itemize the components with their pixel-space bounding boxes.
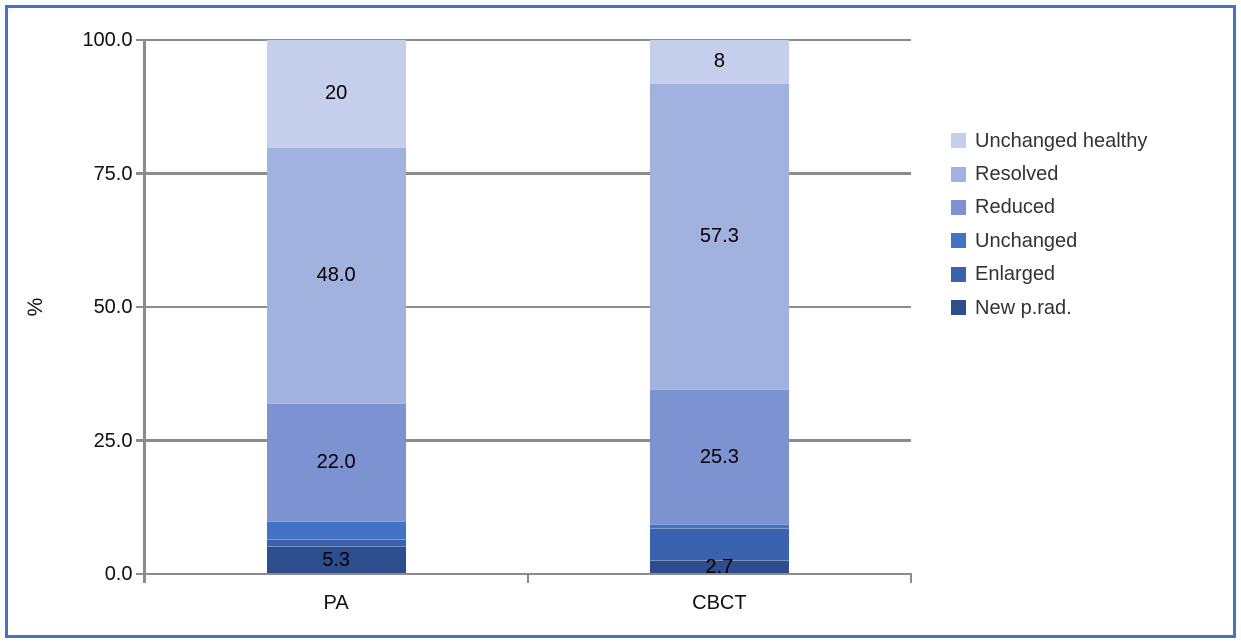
legend-label: Unchanged xyxy=(975,229,1078,252)
y-axis-tick xyxy=(135,572,145,576)
legend-item-resolved: Resolved xyxy=(951,157,1147,190)
data-label: 25.3 xyxy=(699,445,739,468)
data-label: 48.0 xyxy=(316,264,356,287)
bar-segment-reduced-pa: 22.0 xyxy=(266,403,406,521)
data-label: 8 xyxy=(713,50,725,73)
legend-label: Reduced xyxy=(975,196,1056,219)
y-axis-tick xyxy=(135,172,145,175)
bar-segment-new-p-rad-cbct: 2.7 xyxy=(649,556,789,579)
bar-segment-unchanged-pa xyxy=(266,520,406,539)
chart-frame-border xyxy=(5,5,1236,638)
category-label-pa: PA xyxy=(323,592,349,614)
bar-column-pa: 20 48.0 22.0 5.3 xyxy=(266,40,406,574)
legend-label: Enlarged xyxy=(975,263,1056,286)
legend-label: Unchanged healthy xyxy=(975,129,1148,152)
legend-item-unchanged-healthy: Unchanged healthy xyxy=(951,124,1147,157)
legend-swatch xyxy=(951,166,966,182)
y-gridline xyxy=(144,305,911,309)
y-axis-tick xyxy=(135,439,145,442)
y-axis-line xyxy=(143,40,146,583)
bar-segment-resolved-pa: 48.0 xyxy=(266,146,406,404)
bar-segment-unchanged-healthy-pa: 20 xyxy=(266,40,406,147)
category-label-cbct: CBCT xyxy=(692,592,747,614)
bar-segment-unchanged-cbct xyxy=(649,523,789,528)
data-label: 57.3 xyxy=(699,225,739,248)
legend-item-new-p-rad: New p.rad. xyxy=(951,291,1147,324)
bar-segment-resolved-cbct: 57.3 xyxy=(649,82,789,389)
legend-swatch xyxy=(951,300,966,316)
y-gridline xyxy=(144,172,911,175)
legend-label: Resolved xyxy=(975,163,1059,186)
x-axis-tick xyxy=(526,574,529,583)
bar-segment-enlarged-cbct xyxy=(649,527,789,560)
legend-item-reduced: Reduced xyxy=(951,191,1147,224)
legend: Unchanged healthy Resolved Reduced Unchange… xyxy=(951,124,1147,324)
data-label: 22.0 xyxy=(316,451,356,474)
y-gridline xyxy=(144,38,911,42)
legend-swatch xyxy=(951,199,966,215)
bar-column-cbct: 8 57.3 25.3 2.7 xyxy=(649,40,789,579)
bar-segment-enlarged-pa xyxy=(266,538,406,546)
y-tick-label: 0.0 xyxy=(104,563,133,585)
y-axis-tick xyxy=(135,38,145,42)
y-tick-label: 50.0 xyxy=(93,296,133,318)
bar-segment-new-p-rad-pa: 5.3 xyxy=(266,545,406,574)
y-tick-label: 100.0 xyxy=(82,29,133,51)
legend-swatch xyxy=(951,233,966,249)
data-label: 20 xyxy=(325,82,348,105)
y-gridline xyxy=(144,439,911,442)
x-axis-tick xyxy=(909,574,913,583)
legend-item-enlarged: Enlarged xyxy=(951,258,1147,291)
x-axis-line xyxy=(143,572,913,576)
legend-swatch xyxy=(951,266,966,282)
data-label: 5.3 xyxy=(322,549,351,572)
bar-segment-reduced-cbct: 25.3 xyxy=(649,388,789,524)
bar-segment-unchanged-healthy-cbct: 8 xyxy=(649,40,789,83)
data-label: 2.7 xyxy=(705,556,734,579)
legend-label: New p.rad. xyxy=(975,296,1072,319)
legend-swatch xyxy=(951,133,966,149)
y-tick-label: 25.0 xyxy=(93,429,133,452)
y-tick-label: 75.0 xyxy=(93,162,133,185)
y-axis-tick xyxy=(135,305,145,309)
legend-item-unchanged: Unchanged xyxy=(951,224,1147,257)
